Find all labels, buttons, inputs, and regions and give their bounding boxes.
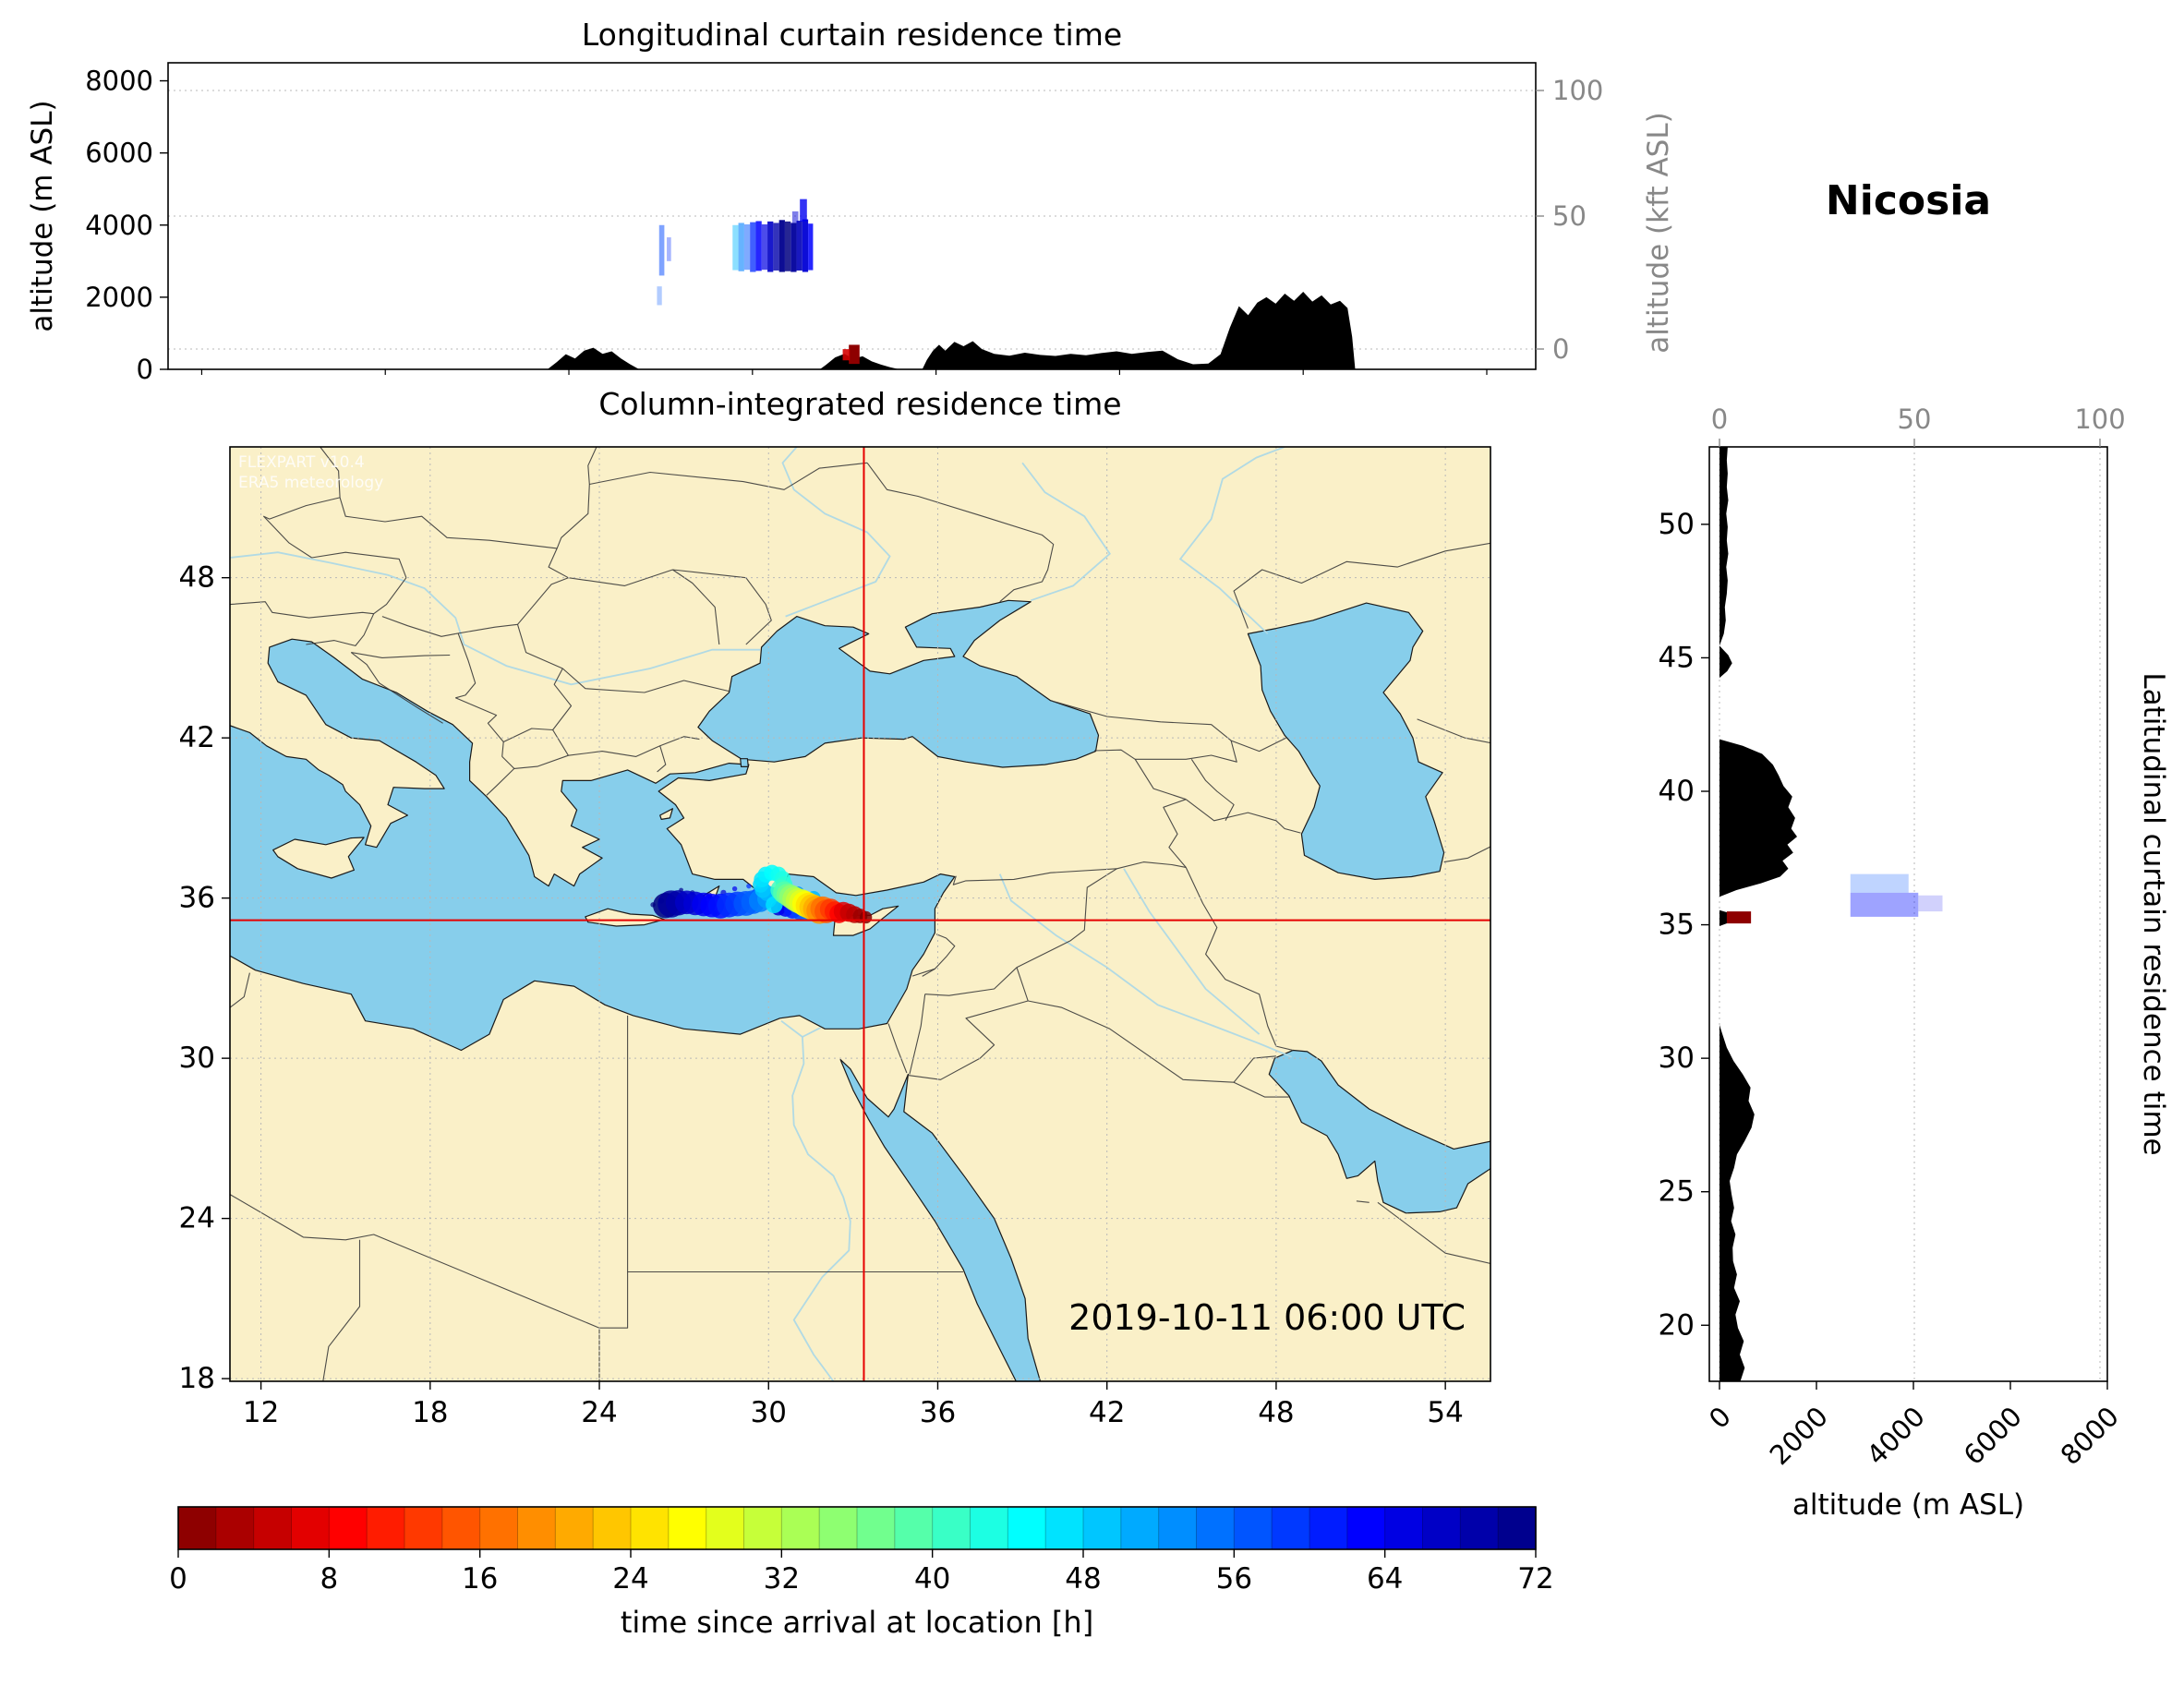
tick-label: 50 [1552, 200, 1587, 232]
crosshair [230, 447, 1490, 1381]
tick-label: 54 [1427, 1396, 1463, 1429]
map-watermark: FLEXPART v10.4 ERA5 meteorology [238, 452, 383, 493]
tick-label: 4000 [85, 210, 153, 241]
right-x-axis-label: altitude (m ASL) [1792, 1488, 2025, 1522]
colorbar-frame [177, 1506, 1537, 1550]
tick-label: 18 [412, 1396, 448, 1429]
map-axis-ticks: 12 18 24 30 36 42 48 54 18 24 30 36 42 48 [179, 561, 1464, 1429]
map-clip-group [230, 447, 1490, 1381]
station-name: Nicosia [1825, 177, 1992, 224]
tick-label: 42 [1089, 1396, 1125, 1429]
tick-label: 16 [462, 1562, 498, 1596]
tick-label: 36 [179, 882, 215, 915]
tick-label: 48 [1258, 1396, 1294, 1429]
tick-label: 2000 [1764, 1401, 1834, 1471]
top-gridlines [168, 90, 1536, 350]
tick-label: 24 [179, 1202, 215, 1235]
tick-label: 6000 [1958, 1401, 2028, 1471]
tick-label: 30 [179, 1042, 215, 1075]
tick-label: 24 [581, 1396, 617, 1429]
latitudinal-curtain-title: Latitudinal curtain residence time [2137, 672, 2170, 1156]
tick-label: 64 [1367, 1562, 1403, 1596]
tick-label: 0 [1703, 1401, 1737, 1435]
longitudinal-curtain-panel: 0 2000 4000 6000 8000 0 50 100 [85, 62, 1603, 385]
top-terrain-profile [168, 292, 1536, 369]
tick-label: 0 [1711, 403, 1728, 435]
top-axis-ticks: 0 2000 4000 6000 8000 0 50 100 [85, 66, 1603, 385]
map-rivers [230, 447, 1293, 1381]
tick-label: 50 [1659, 508, 1695, 541]
latitudinal-curtain-panel: 20 25 30 35 40 45 50 0 2000 4000 6000 8000 0 50 100 [1659, 403, 2126, 1471]
right-plume-cells [1726, 873, 1943, 924]
colorbar-ticks: 0 8 16 24 32 40 48 56 64 72 [169, 1549, 1554, 1596]
tick-label: 6000 [85, 138, 153, 169]
tick-label: 24 [612, 1562, 648, 1596]
tick-label: 40 [1659, 775, 1695, 808]
map-water-bodies [230, 599, 1490, 1381]
tick-label: 40 [914, 1562, 950, 1596]
tick-label: 20 [1659, 1308, 1695, 1342]
colorbar-label: time since arrival at location [h] [620, 1605, 1094, 1640]
tick-label: 4000 [1861, 1401, 1931, 1471]
map-title: Column-integrated residence time [598, 386, 1122, 422]
tick-label: 8 [320, 1562, 338, 1596]
tick-label: 0 [1552, 333, 1569, 365]
map-gridlines [230, 447, 1490, 1381]
longitudinal-curtain-title: Longitudinal curtain residence time [581, 17, 1123, 53]
tick-label: 2000 [85, 282, 153, 313]
tick-label: 8000 [85, 66, 153, 97]
tick-label: 50 [1898, 403, 1932, 435]
map-watermark-line1: FLEXPART v10.4 [238, 453, 365, 472]
tick-label: 12 [243, 1396, 279, 1429]
tick-label: 0 [169, 1562, 187, 1596]
tick-label: 8000 [2055, 1401, 2125, 1471]
tick-label: 35 [1659, 909, 1695, 942]
tick-label: 45 [1659, 641, 1695, 674]
right-terrain-profile [1719, 447, 1797, 1381]
colorbar: 0 8 16 24 32 40 48 56 64 72 [169, 1506, 1554, 1596]
tick-label: 48 [179, 561, 215, 595]
top-y2-axis-label: altitude (kft ASL) [1642, 112, 1675, 354]
top-y-axis-label: altitude (m ASL) [26, 100, 59, 332]
panel-frame [229, 446, 1491, 1382]
tick-label: 42 [179, 721, 215, 754]
tick-label: 36 [920, 1396, 956, 1429]
tick-label: 100 [1552, 75, 1603, 106]
tick-label: 56 [1216, 1562, 1252, 1596]
plume-trajectory [650, 864, 873, 924]
tick-label: 25 [1659, 1175, 1695, 1209]
map-panel: 12 18 24 30 36 42 48 54 18 24 30 36 42 48 [179, 446, 1491, 1429]
tick-label: 0 [137, 354, 153, 385]
tick-label: 30 [751, 1396, 787, 1429]
top-plume-cells [657, 199, 860, 365]
tick-label: 100 [2074, 403, 2125, 435]
datetime-label: 2019-10-11 06:00 UTC [1068, 1297, 1466, 1338]
tick-label: 48 [1065, 1562, 1101, 1596]
panel-frame [1708, 446, 2108, 1382]
tick-label: 32 [764, 1562, 800, 1596]
map-watermark-line2: ERA5 meteorology [238, 474, 384, 493]
map-borders [230, 447, 1490, 1381]
tick-label: 18 [179, 1362, 215, 1395]
tick-label: 30 [1659, 1042, 1695, 1075]
tick-label: 72 [1517, 1562, 1553, 1596]
